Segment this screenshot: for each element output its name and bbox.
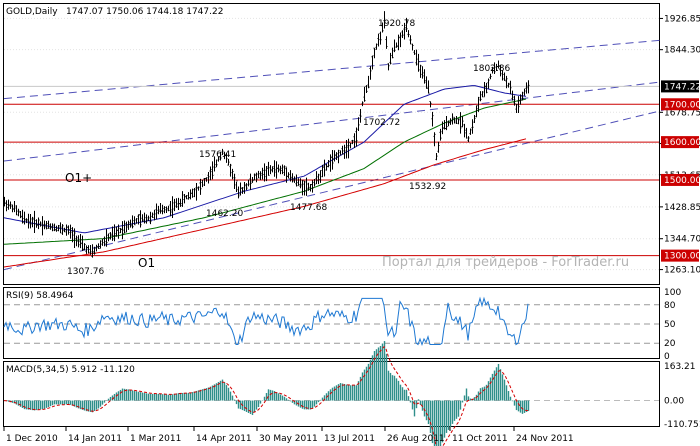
time-tick-label: 30 May 2011 [259,434,318,444]
rsi-grid [4,304,659,344]
price-tick-label: 1344.70 [664,235,700,245]
rsi-axis-label: 20 [664,339,676,349]
macd-axis-label: 163.21 [664,362,696,372]
price-axis: 1926.851844.301678.751596.201513.651428.… [659,14,700,276]
level-tag-bg [661,249,699,262]
current-price-tag-bg [661,80,699,93]
time-tick-label: 14 Jan 2011 [68,434,122,444]
channel-line [3,81,665,162]
label-swing-1576: 1576.41 [199,150,236,160]
level-tag-bg [661,136,699,149]
label-swing-1532: 1532.92 [409,182,446,192]
current-price-tag: 1747.22 [664,82,700,92]
price-tick-label: 1678.75 [664,108,700,118]
chart-symbol: GOLD,Daily [6,7,58,17]
label-peak-main: 1920.78 [378,19,415,29]
macd-histogram [5,341,530,446]
level-tag: 1600.00 [664,138,700,148]
macd-axis-label: -110.751 [664,420,700,430]
price-tick-label: 1428.85 [664,203,700,213]
time-tick-label: 13 Jul 2011 [324,434,375,444]
rsi-axis-label: 80 [664,301,676,311]
rsi-axis-label: 100 [664,288,681,298]
time-tick-label: 11 Oct 2011 [452,434,508,444]
time-tick-label: 1 Dec 2010 [6,434,58,444]
watermark: Портал для трейдеров - ForTrader.ru [382,255,629,270]
main-grid [4,17,659,271]
rsi-line [3,296,529,346]
level-tag-bg [661,98,699,111]
macd-signal-line [3,345,529,446]
price-tick-label: 1263.10 [664,266,700,276]
channel-line [3,109,665,271]
rsi-title: RSI(9) 58.4964 [6,291,74,301]
label-peak-second: 1802.86 [473,64,510,74]
price-tick-label: 1926.85 [664,14,700,24]
trend-channel [3,39,665,271]
level-tag: 1700.00 [664,100,700,110]
macd-axis: 163.21 0.00 -110.751 [664,362,700,430]
level-tag: 1500.00 [664,176,700,186]
channel-line [3,39,665,100]
macd-axis-label: 0.00 [664,397,684,407]
price-bars [3,11,530,258]
price-tick-label: 1844.30 [664,46,700,56]
label-swing-1477: 1477.68 [290,203,327,213]
level-tag-bg [661,173,699,186]
time-tick-label: 1 Mar 2011 [130,434,181,444]
label-o1plus: O1+ [65,171,92,185]
rsi-axis-label: 50 [664,320,676,330]
rsi-panel-frame [3,287,660,359]
macd-title: MACD(5,34,5) 5.912 -11.120 [6,365,135,375]
green-ma-line [3,98,527,245]
time-axis: 1 Dec 2010 14 Jan 2011 1 Mar 2011 14 Apr 20… [3,427,574,444]
rsi-axis-label: 0 [664,352,670,362]
label-o1: O1 [138,256,155,270]
chart-ohlc: 1747.07 1750.06 1744.18 1747.22 [66,7,223,17]
time-tick-label: 26 Aug 2011 [387,434,445,444]
level-tag: 1300.00 [664,252,700,262]
label-swing-1462: 1462.20 [206,209,243,219]
blue-ma-line [3,85,527,234]
time-tick-label: 24 Nov 2011 [516,434,574,444]
time-tick-label: 14 Apr 2011 [196,434,252,444]
rsi-axis: 100 80 50 20 0 [664,288,681,362]
macd-panel-frame [3,361,660,427]
label-swing-1702: 1702.72 [363,118,400,128]
label-swing-1307: 1307.76 [67,267,104,277]
horizontal-levels [4,85,659,257]
